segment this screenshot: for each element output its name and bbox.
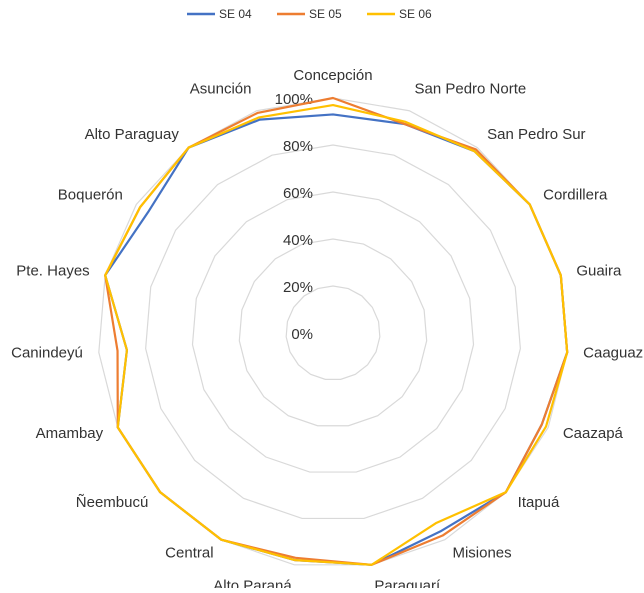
legend-label: SE 06 [399, 7, 432, 21]
category-label: San Pedro Sur [487, 126, 585, 143]
r-tick-label: 0% [291, 326, 313, 343]
r-tick-label: 80% [283, 138, 313, 155]
category-label: Paraguarí [374, 578, 441, 588]
category-label: Central [165, 545, 213, 562]
category-label: Alto Paraná [213, 578, 292, 588]
category-label: Asunción [190, 81, 252, 98]
r-tick-label: 40% [283, 232, 313, 249]
category-label: Caaguazú [583, 345, 644, 362]
grid-ring [98, 97, 568, 566]
grid-ring [191, 191, 475, 473]
r-tick-label: 60% [283, 185, 313, 202]
category-label: San Pedro Norte [414, 81, 526, 98]
r-tick-label: 20% [283, 279, 313, 296]
category-label: Canindeyú [11, 345, 83, 362]
legend-label: SE 05 [309, 7, 342, 21]
category-label: Ñeembucú [76, 494, 149, 511]
category-label: Caazapá [563, 425, 624, 442]
category-label: Cordillera [543, 187, 608, 204]
grid-ring [285, 285, 381, 380]
series-line [104, 103, 569, 566]
category-label: Alto Paraguay [85, 126, 180, 143]
legend-label: SE 04 [219, 7, 252, 21]
grid-ring [238, 238, 428, 427]
grid-ring [145, 144, 521, 520]
category-label: Boquerón [58, 187, 123, 204]
category-label: Amambay [36, 425, 104, 442]
category-label: Concepción [293, 67, 372, 84]
category-label: Pte. Hayes [16, 262, 89, 279]
category-label: Guaira [576, 262, 622, 279]
category-label: Itapuá [518, 494, 560, 511]
category-label: Misiones [452, 545, 511, 562]
